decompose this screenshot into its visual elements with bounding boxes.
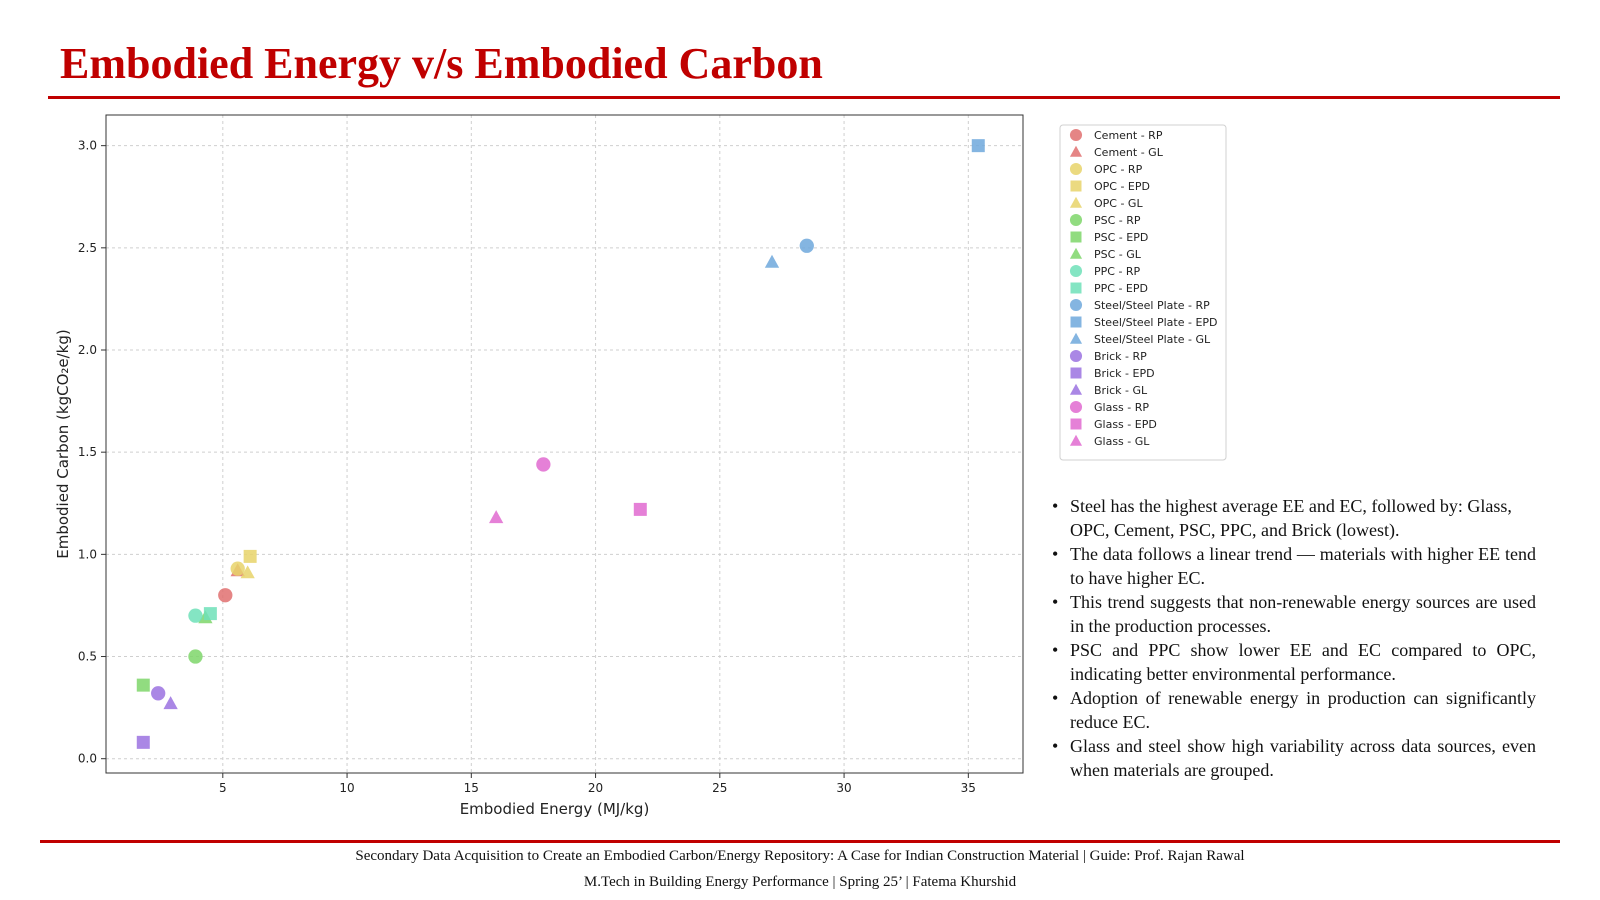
data-point (230, 561, 245, 576)
legend-label: PPC - EPD (1094, 282, 1148, 295)
observation-bullet: Glass and steel show high variability ac… (1048, 734, 1536, 782)
legend-marker (1070, 282, 1082, 294)
x-tick-label: 20 (588, 781, 603, 795)
legend-label: Glass - RP (1094, 401, 1149, 414)
legend-label: Steel/Steel Plate - EPD (1094, 316, 1218, 329)
x-tick-label: 35 (961, 781, 976, 795)
y-axis-label: Embodied Carbon (kgCO₂e/kg) (54, 329, 72, 559)
plot-frame (105, 114, 1024, 774)
legend-label: PSC - GL (1094, 248, 1142, 261)
legend-marker (1070, 418, 1082, 430)
data-point (163, 696, 178, 710)
footer-project-line: Secondary Data Acquisition to Create an … (355, 848, 1245, 864)
legend-marker (1070, 316, 1082, 328)
footer-divider (40, 840, 1560, 843)
y-tick-label: 2.0 (78, 343, 97, 357)
data-point (188, 649, 203, 664)
x-axis-label: Embodied Energy (MJ/kg) (460, 800, 650, 818)
legend-marker (1069, 128, 1083, 142)
observation-bullet: The data follows a linear trend — materi… (1048, 542, 1536, 590)
data-point (764, 254, 780, 268)
legend-marker (1070, 180, 1082, 192)
x-tick-label: 10 (339, 781, 354, 795)
observations-list: Steel has the highest average EE and EC,… (1048, 494, 1536, 782)
legend-label: PSC - RP (1094, 214, 1141, 227)
y-tick-label: 3.0 (78, 139, 97, 153)
data-point (633, 502, 647, 516)
data-point (971, 139, 985, 153)
y-tick-label: 0.5 (78, 650, 97, 664)
legend-marker (1069, 332, 1083, 344)
data-point (218, 588, 233, 603)
x-tick-label: 5 (219, 781, 227, 795)
data-point (203, 607, 217, 621)
legend-box (1059, 124, 1227, 461)
title-divider (48, 96, 1560, 99)
legend-marker (1070, 367, 1082, 379)
data-point (136, 678, 150, 692)
footer-author-line: M.Tech in Building Energy Performance | … (583, 874, 1017, 890)
legend-marker (1070, 231, 1082, 243)
data-point (243, 549, 257, 563)
y-tick-label: 1.0 (78, 547, 97, 561)
legend-label: Glass - GL (1094, 435, 1150, 448)
legend-marker (1069, 434, 1083, 446)
legend-marker (1069, 162, 1083, 176)
legend-marker (1069, 298, 1083, 312)
legend-label: Steel/Steel Plate - RP (1094, 299, 1210, 312)
observation-bullet: Steel has the highest average EE and EC,… (1048, 494, 1536, 542)
legend-label: PPC - RP (1094, 265, 1141, 278)
x-tick-label: 25 (712, 781, 727, 795)
slide-title: Embodied Energy v/s Embodied Carbon (60, 39, 823, 88)
legend-marker (1069, 196, 1083, 208)
observation-bullet: Adoption of renewable energy in producti… (1048, 686, 1536, 734)
legend-label: Glass - EPD (1094, 418, 1157, 431)
data-point (188, 608, 203, 623)
legend-label: Cement - GL (1094, 146, 1164, 159)
legend-label: OPC - RP (1094, 163, 1143, 176)
observation-bullet: This trend suggests that non-renewable e… (1048, 590, 1536, 638)
data-point (136, 735, 150, 749)
y-tick-label: 1.5 (78, 445, 97, 459)
x-tick-label: 15 (464, 781, 479, 795)
legend-marker (1069, 349, 1083, 363)
legend-marker (1069, 247, 1083, 259)
data-point (151, 686, 166, 701)
y-tick-label: 2.5 (78, 241, 97, 255)
legend-label: Brick - GL (1094, 384, 1148, 397)
legend-label: OPC - GL (1094, 197, 1143, 210)
legend-marker (1069, 383, 1083, 395)
legend-label: Steel/Steel Plate - GL (1094, 333, 1211, 346)
legend-label: Cement - RP (1094, 129, 1163, 142)
data-point (489, 510, 504, 524)
legend-marker (1069, 264, 1083, 278)
legend-label: PSC - EPD (1094, 231, 1148, 244)
legend-marker (1069, 213, 1083, 227)
y-tick-label: 0.0 (78, 752, 97, 766)
data-point (799, 238, 814, 253)
observation-bullet: PSC and PPC show lower EE and EC compare… (1048, 638, 1536, 686)
x-tick-label: 30 (836, 781, 851, 795)
legend-label: OPC - EPD (1094, 180, 1150, 193)
data-point (240, 565, 255, 579)
legend-marker (1069, 400, 1083, 414)
legend-label: Brick - RP (1094, 350, 1147, 363)
legend-label: Brick - EPD (1094, 367, 1155, 380)
data-point (536, 457, 551, 472)
legend-marker (1069, 145, 1083, 157)
